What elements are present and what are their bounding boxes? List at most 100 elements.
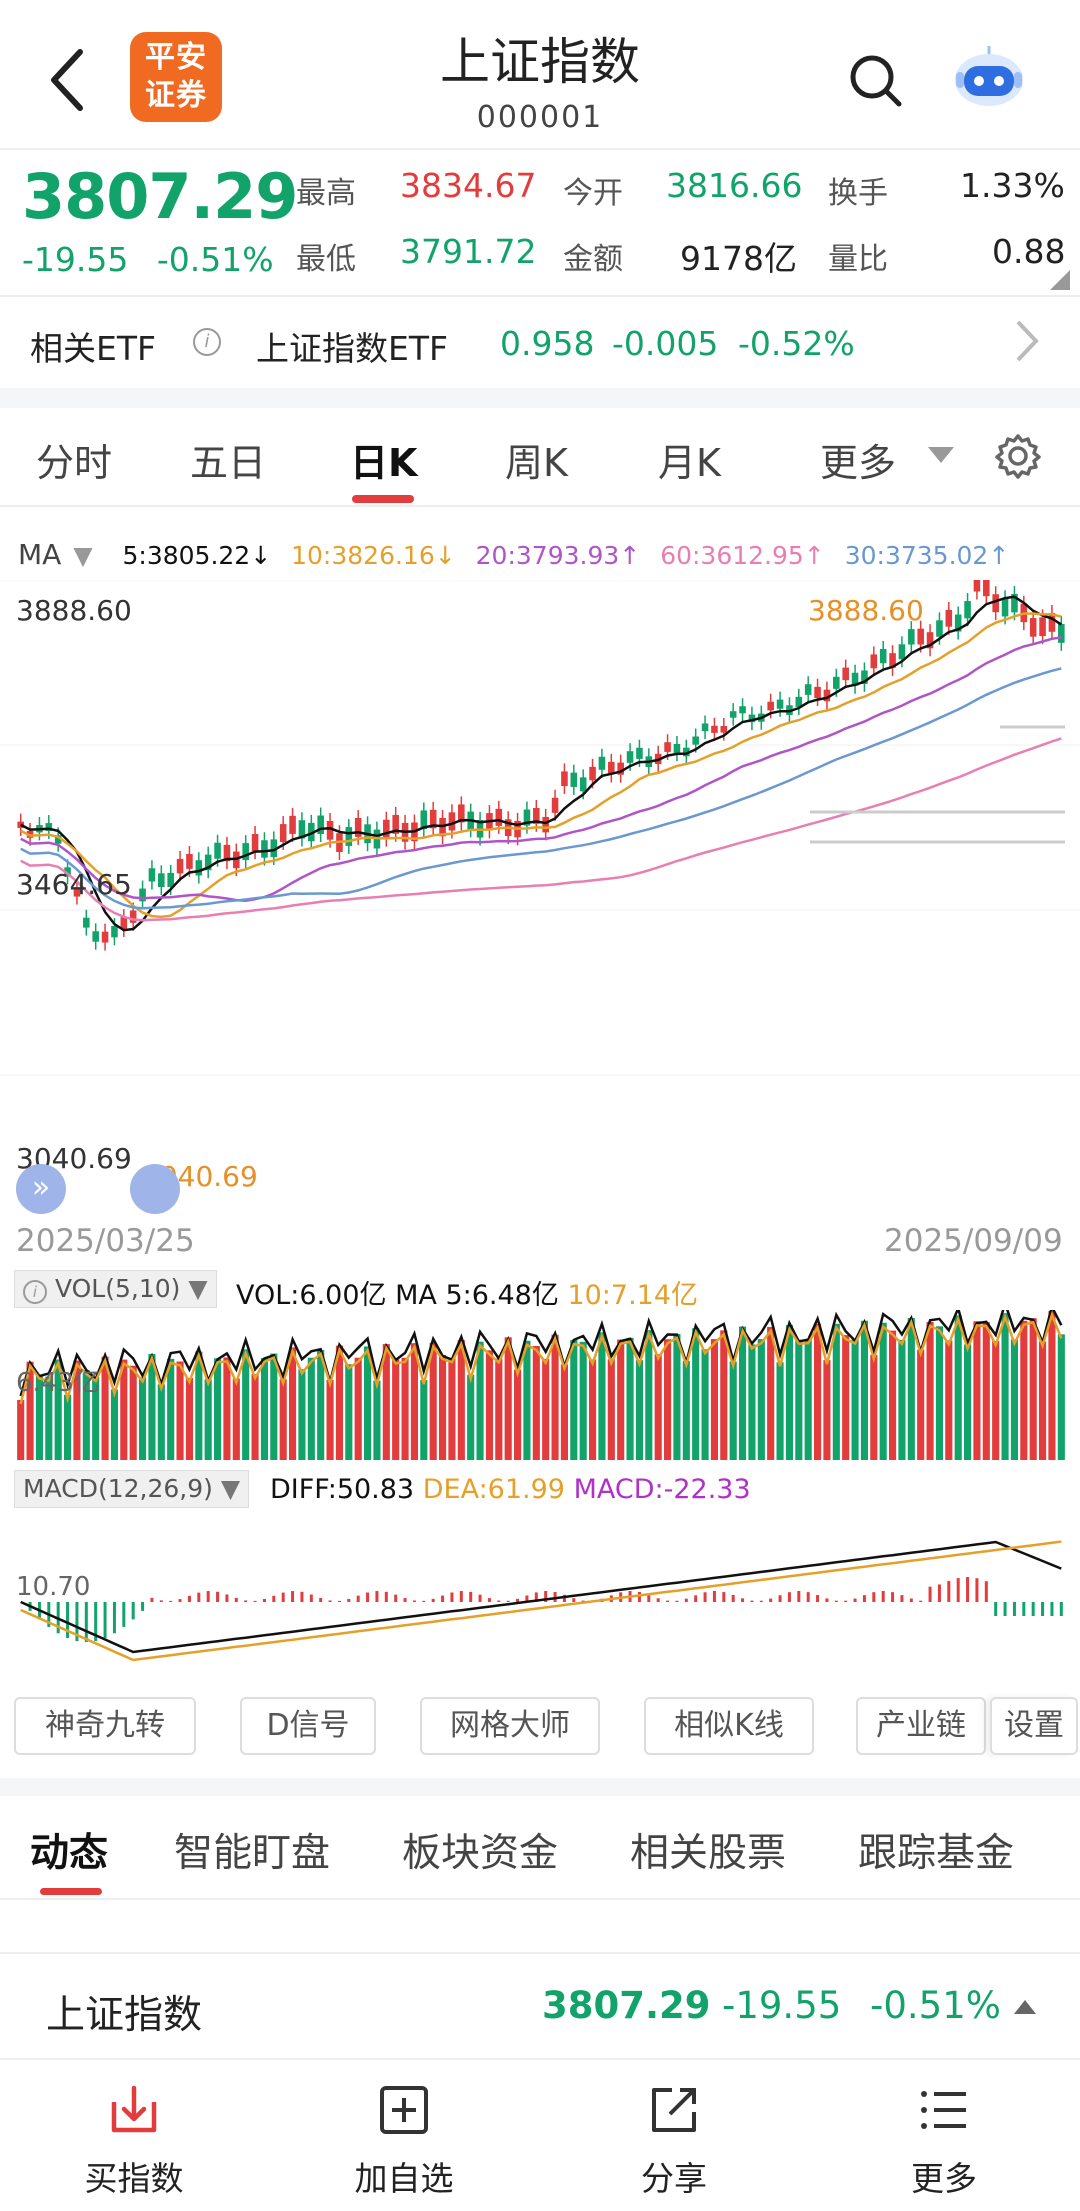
tab-monthly-k[interactable]: 月K	[658, 441, 721, 485]
search-button[interactable]	[845, 50, 905, 110]
volume-bar	[307, 1357, 315, 1460]
candle-body	[795, 696, 803, 707]
candle-body	[711, 725, 718, 733]
footer-quote-price: 3807.29	[542, 1984, 711, 2027]
chevron-up-icon	[1014, 2000, 1036, 2014]
macd-value: MACD:-22.33	[573, 1474, 751, 1505]
vol-indicator-selector[interactable]: i VOL(5,10) ▼	[14, 1270, 217, 1308]
ma-label[interactable]: MA	[18, 538, 62, 571]
candle-body	[570, 772, 578, 787]
ma10-line	[20, 612, 1062, 919]
volume-bar	[242, 1349, 250, 1460]
volume-bar	[495, 1358, 503, 1460]
candle-body	[636, 747, 643, 759]
macd-indicator-selector[interactable]: MACD(12,26,9) ▼	[14, 1470, 250, 1508]
tab-sector-funds[interactable]: 板块资金	[402, 1831, 559, 1876]
vol-value: VOL:6.00亿	[236, 1280, 387, 1311]
macd-histogram-bar	[75, 1602, 79, 1641]
tab-five-day[interactable]: 五日	[190, 441, 267, 485]
volume-bar	[523, 1340, 531, 1460]
tool-settings[interactable]: 设置	[990, 1697, 1078, 1755]
macd-histogram-bar	[459, 1591, 463, 1602]
assistant-button[interactable]	[948, 42, 1030, 112]
volume-bar	[832, 1323, 840, 1460]
volume-bar	[260, 1357, 268, 1460]
dropdown-triangle-icon[interactable]	[928, 447, 954, 465]
macd-histogram-bar	[919, 1600, 923, 1602]
volume-bar	[795, 1339, 803, 1460]
volume-bar	[767, 1326, 775, 1460]
macd-histogram-bar	[478, 1594, 482, 1602]
tool-industry-chain[interactable]: 产业链	[856, 1697, 986, 1755]
volume-bar	[945, 1340, 953, 1460]
macd-histogram-bar	[450, 1592, 454, 1602]
nav-add-watchlist[interactable]: 加自选	[304, 2080, 504, 2200]
macd-histogram-bar	[206, 1591, 210, 1602]
tool-d-signal[interactable]: D信号	[240, 1697, 376, 1755]
tab-timeshare[interactable]: 分时	[36, 441, 113, 485]
expand-left-button[interactable]: »	[16, 1164, 66, 1214]
tab-daily-k[interactable]: 日K	[350, 441, 418, 485]
volume-bar	[148, 1353, 156, 1460]
kline-chart[interactable]	[0, 580, 1080, 1240]
volume-chart[interactable]	[0, 1310, 1080, 1470]
candle-body	[279, 824, 287, 842]
volume-bar	[101, 1356, 109, 1460]
tool-magic-nine[interactable]: 神奇九转	[14, 1697, 196, 1755]
candle-body	[973, 580, 981, 592]
tab-tracking-funds[interactable]: 跟踪基金	[858, 1831, 1015, 1876]
volume-bar	[973, 1321, 981, 1460]
candle-body	[673, 743, 681, 754]
macd-histogram-bar	[750, 1600, 754, 1602]
macd-histogram-bar	[544, 1591, 548, 1602]
macd-histogram-bar	[937, 1584, 941, 1602]
candle-body	[1029, 618, 1037, 637]
volume-bar	[701, 1349, 709, 1460]
nav-more[interactable]: 更多	[844, 2080, 1044, 2200]
volume-bar	[35, 1374, 43, 1460]
tool-similar-kline[interactable]: 相似K线	[644, 1697, 814, 1755]
macd-histogram-bar	[703, 1592, 707, 1602]
back-button[interactable]	[40, 40, 100, 120]
info-icon[interactable]: i	[193, 328, 221, 356]
fullscreen-button[interactable]	[130, 1164, 180, 1214]
volume-bar	[729, 1361, 737, 1460]
candle-body	[148, 868, 156, 882]
tab-news[interactable]: 动态	[30, 1831, 109, 1876]
divider	[0, 148, 1080, 150]
nav-share[interactable]: 分享	[574, 2080, 774, 2200]
volume-bar	[373, 1380, 381, 1460]
volume-bar	[157, 1384, 165, 1460]
high-label: 最高	[296, 176, 356, 211]
tab-related-stocks[interactable]: 相关股票	[630, 1831, 787, 1876]
volume-bar	[73, 1360, 81, 1460]
candle-body	[870, 654, 878, 669]
tool-grid-master[interactable]: 网格大师	[420, 1697, 600, 1755]
candle-body	[898, 644, 906, 660]
footer-quote-change: -19.55	[722, 1984, 842, 2027]
volume-bar	[898, 1339, 906, 1460]
volume-bar	[54, 1359, 62, 1460]
price-axis-mid: 3464.65	[16, 868, 132, 901]
candle-body	[992, 594, 999, 613]
macd-histogram-bar	[525, 1595, 529, 1602]
candle-body	[692, 736, 699, 745]
macd-histogram-bar	[966, 1577, 970, 1602]
tab-more[interactable]: 更多	[820, 441, 897, 485]
gear-icon[interactable]	[994, 432, 1042, 480]
tab-smart-watch[interactable]: 智能盯盘	[174, 1831, 331, 1876]
candle-body	[551, 797, 559, 813]
current-price: 3807.29	[22, 160, 298, 233]
chevron-down-icon[interactable]: ▼	[73, 541, 93, 570]
candle-body	[54, 835, 62, 844]
volume-bar	[82, 1370, 90, 1460]
macd-histogram-bar	[319, 1597, 323, 1602]
nav-buy-index[interactable]: 买指数	[34, 2080, 234, 2200]
macd-chart[interactable]	[0, 1512, 1080, 1672]
volume-bar	[1010, 1339, 1018, 1460]
expand-corner-icon[interactable]	[1050, 270, 1070, 290]
macd-histogram-bar	[122, 1602, 126, 1627]
macd-histogram-bar	[712, 1591, 716, 1602]
tab-weekly-k[interactable]: 周K	[505, 441, 568, 485]
volume-bar	[860, 1320, 868, 1460]
